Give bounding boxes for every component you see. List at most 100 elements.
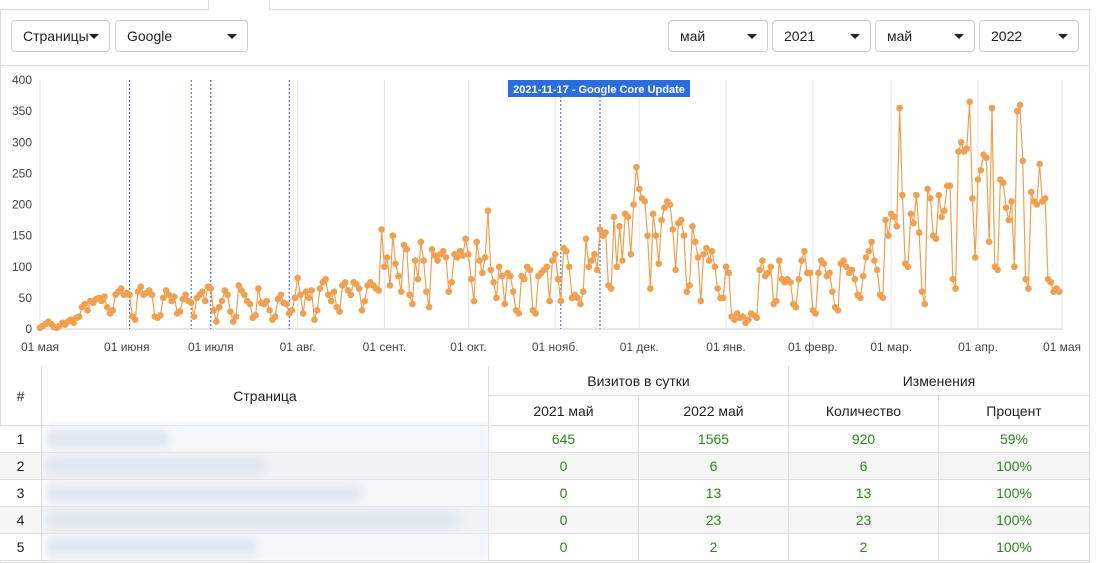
point [453,254,461,261]
point [725,269,733,277]
point [896,104,903,112]
select-year-to[interactable]: 2022 [979,20,1079,52]
point [669,226,677,233]
point [176,308,184,315]
value-cell: 23 [639,507,789,534]
point [84,307,91,314]
point [635,185,643,193]
point [509,288,517,295]
value-cell: 6 [639,453,789,480]
point [210,307,217,314]
point [722,263,730,271]
point [403,246,411,253]
point [630,201,637,208]
point [322,275,329,283]
point [411,257,419,264]
header-cell: Процент [939,396,1090,426]
point [498,272,506,280]
point [81,300,89,308]
point [932,235,940,243]
point [857,294,864,302]
y-tick-label: 50 [19,291,33,305]
value-cell: 0 [489,480,639,507]
point [445,288,453,295]
point [187,299,195,307]
point [705,257,713,264]
point [425,303,433,311]
point [574,294,581,302]
x-tick-label: 01 авг. [280,340,316,354]
point [431,252,439,259]
point [103,303,111,311]
chart: 0 50 100 150 200 250 300 350 400 01 мая 01 июня 01 … [12,73,1081,354]
point [661,204,668,211]
point [624,213,632,221]
point [409,300,416,308]
point [165,291,173,299]
point [439,247,447,255]
point [787,279,794,286]
point [585,263,593,271]
point [829,288,836,295]
point [381,263,388,271]
point [697,297,705,305]
point [610,213,618,221]
point [327,297,335,305]
point [232,313,240,320]
point [341,279,349,286]
point [619,257,626,264]
y-tick-label: 200 [12,198,32,212]
point [644,232,651,239]
point [218,297,226,305]
header-cell: 2021 май [489,396,639,426]
x-tick-label: 01 дек. [620,340,659,354]
point [299,310,307,317]
select-month-to[interactable]: май [875,20,975,52]
value-cell: 100% [939,534,1090,561]
point [915,229,923,236]
row-number: 2 [0,453,42,480]
point [526,266,534,274]
point [873,266,881,274]
select-year-from[interactable]: 2021 [772,20,871,52]
point [308,287,315,294]
point [767,263,775,271]
point [616,222,623,230]
select-month-from[interactable]: май [668,20,768,52]
point [1027,188,1035,196]
series-line [39,101,1060,329]
point [812,310,819,317]
point [347,291,355,299]
point [207,285,215,292]
point [820,260,828,267]
point [271,313,279,320]
point [549,257,556,264]
point [428,246,436,253]
tab[interactable] [208,0,270,11]
point [739,313,747,320]
value-cell: 6 [789,453,939,480]
point [521,275,528,283]
point [159,294,167,302]
y-tick-label: 400 [12,73,32,87]
point [596,226,604,233]
point [666,201,674,208]
point [851,275,859,283]
value-cell: 2 [639,534,789,561]
point [227,308,234,315]
point [868,238,875,246]
point [801,247,808,255]
select-label: Google [127,28,173,44]
point [246,300,254,308]
point [756,266,763,274]
point [481,254,489,261]
point [593,266,601,274]
point [815,269,822,277]
select-type[interactable]: Страницы [11,20,110,52]
event-label: 2021-11-17 - Google Core Update [513,84,685,96]
select-engine[interactable]: Google [115,20,248,52]
point [591,251,598,258]
point [487,266,495,274]
point [834,307,842,314]
